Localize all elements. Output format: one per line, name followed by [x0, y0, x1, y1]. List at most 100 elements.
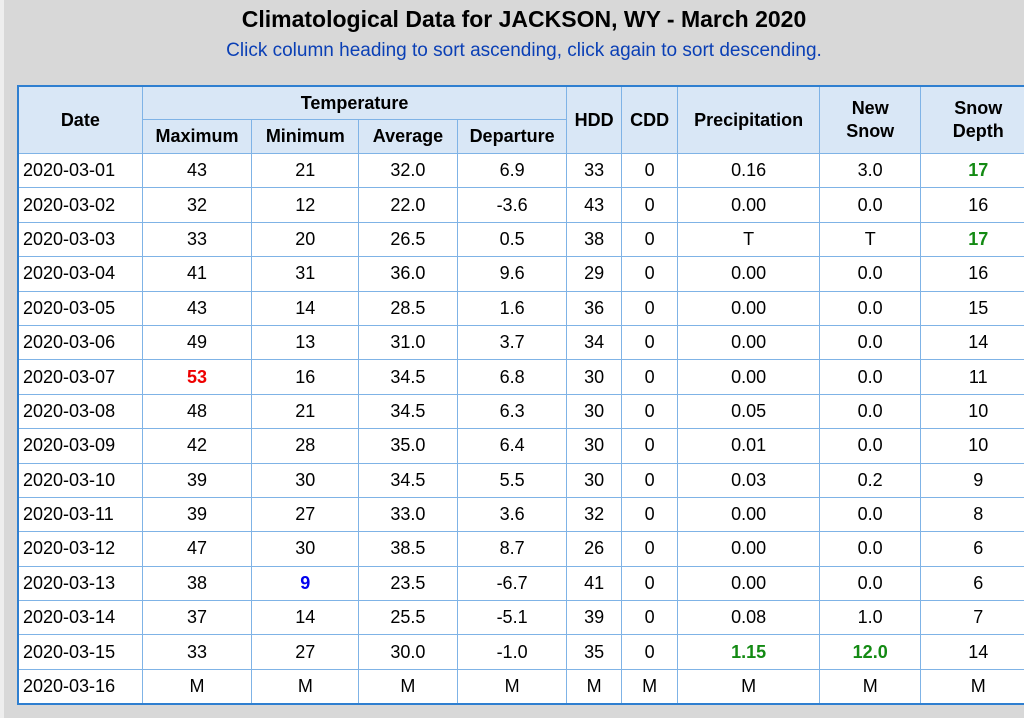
departure-cell: -6.7 — [456, 565, 568, 602]
hdd-cell: 39 — [566, 600, 622, 636]
snow-depth-cell: 6 — [920, 565, 1024, 602]
minimum-cell: 21 — [251, 152, 360, 189]
hdd-cell: 30 — [566, 393, 622, 430]
date-cell: 2020-03-16 — [17, 668, 143, 705]
precipitation-cell: 0.00 — [677, 256, 820, 292]
cdd-cell: 0 — [620, 496, 679, 533]
column-header-new-snow[interactable]: New Snow — [818, 85, 922, 154]
column-header-snow-depth[interactable]: Snow Depth — [920, 85, 1024, 154]
minimum-cell: 27 — [251, 496, 360, 533]
precipitation-cell: 0.05 — [677, 393, 820, 430]
table-body: 2020-03-01 43 21 32.0 6.9 33 0 0.16 3.0 17 2020-03… — [17, 152, 1024, 705]
date-cell: 2020-03-05 — [17, 290, 143, 326]
table-row: 2020-03-02 32 12 22.0 -3.6 43 0 0.00 0.0 16 — [17, 187, 1024, 223]
column-header-cdd[interactable]: CDD — [620, 85, 679, 154]
average-cell: 36.0 — [358, 256, 458, 292]
new-snow-cell: 0.0 — [818, 496, 922, 533]
cdd-cell: 0 — [620, 393, 679, 430]
departure-cell: 9.6 — [456, 256, 568, 292]
column-header-minimum[interactable]: Minimum — [251, 119, 360, 154]
maximum-cell: 39 — [141, 496, 253, 533]
precipitation-cell: 0.16 — [677, 152, 820, 189]
departure-cell: 6.9 — [456, 152, 568, 189]
table-row: 2020-03-01 43 21 32.0 6.9 33 0 0.16 3.0 17 — [17, 152, 1024, 189]
average-cell: 35.0 — [358, 428, 458, 464]
date-cell: 2020-03-10 — [17, 462, 143, 498]
snow-depth-cell: 14 — [920, 324, 1024, 361]
column-header-departure[interactable]: Departure — [456, 119, 568, 154]
snow-depth-cell: 11 — [920, 359, 1024, 395]
maximum-cell: 33 — [141, 221, 253, 258]
new-snow-cell: M — [818, 668, 922, 705]
minimum-cell: 14 — [251, 290, 360, 326]
departure-cell: -3.6 — [456, 187, 568, 223]
snow-depth-label-line2: Depth — [952, 121, 1004, 141]
cdd-cell: 0 — [620, 531, 679, 567]
average-cell: 32.0 — [358, 152, 458, 189]
maximum-cell: 43 — [141, 290, 253, 326]
minimum-cell: 28 — [251, 428, 360, 464]
precipitation-cell: 0.00 — [677, 496, 820, 533]
column-header-precipitation[interactable]: Precipitation — [677, 85, 820, 154]
date-cell: 2020-03-03 — [17, 221, 143, 258]
departure-cell: 6.3 — [456, 393, 568, 430]
hdd-cell: 34 — [566, 324, 622, 361]
minimum-cell: 14 — [251, 600, 360, 636]
hdd-cell: 32 — [566, 496, 622, 533]
hdd-cell: 38 — [566, 221, 622, 258]
cdd-cell: 0 — [620, 634, 679, 670]
snow-depth-cell: 15 — [920, 290, 1024, 326]
cdd-cell: 0 — [620, 565, 679, 602]
hdd-cell: M — [566, 668, 622, 705]
climate-data-table: Date Temperature HDD CDD Precipitation N… — [17, 85, 1024, 706]
new-snow-cell: 0.0 — [818, 565, 922, 602]
maximum-cell: 38 — [141, 565, 253, 602]
date-cell: 2020-03-15 — [17, 634, 143, 670]
snow-depth-cell: 9 — [920, 462, 1024, 498]
snow-depth-cell: 6 — [920, 531, 1024, 567]
precipitation-cell: 0.00 — [677, 324, 820, 361]
new-snow-cell: 1.0 — [818, 600, 922, 636]
departure-cell: -1.0 — [456, 634, 568, 670]
new-snow-cell: 0.0 — [818, 359, 922, 395]
hdd-cell: 43 — [566, 187, 622, 223]
departure-cell: 8.7 — [456, 531, 568, 567]
cdd-cell: 0 — [620, 256, 679, 292]
average-cell: 23.5 — [358, 565, 458, 602]
departure-cell: 3.6 — [456, 496, 568, 533]
departure-cell: 0.5 — [456, 221, 568, 258]
snow-depth-cell: M — [920, 668, 1024, 705]
table-row: 2020-03-15 33 27 30.0 -1.0 35 0 1.15 12.0 14 — [17, 634, 1024, 670]
column-group-temperature: Temperature — [141, 85, 568, 120]
new-snow-cell: 0.0 — [818, 256, 922, 292]
table-row: 2020-03-04 41 31 36.0 9.6 29 0 0.00 0.0 16 — [17, 256, 1024, 292]
precipitation-cell: 0.00 — [677, 187, 820, 223]
column-header-maximum[interactable]: Maximum — [141, 119, 253, 154]
departure-cell: 5.5 — [456, 462, 568, 498]
table-row: 2020-03-16 M M M M M M M M M — [17, 668, 1024, 705]
new-snow-cell: 0.0 — [818, 428, 922, 464]
average-cell: 25.5 — [358, 600, 458, 636]
minimum-cell: 9 — [251, 565, 360, 602]
precipitation-cell: 1.15 — [677, 634, 820, 670]
precipitation-cell: M — [677, 668, 820, 705]
departure-cell: 1.6 — [456, 290, 568, 326]
snow-depth-cell: 10 — [920, 393, 1024, 430]
hdd-cell: 41 — [566, 565, 622, 602]
minimum-cell: 27 — [251, 634, 360, 670]
maximum-cell: 33 — [141, 634, 253, 670]
minimum-cell: 12 — [251, 187, 360, 223]
maximum-cell: 49 — [141, 324, 253, 361]
average-cell: 33.0 — [358, 496, 458, 533]
departure-cell: -5.1 — [456, 600, 568, 636]
column-header-average[interactable]: Average — [358, 119, 458, 154]
table-row: 2020-03-03 33 20 26.5 0.5 38 0 T T 17 — [17, 221, 1024, 258]
maximum-cell: 41 — [141, 256, 253, 292]
column-header-date[interactable]: Date — [17, 85, 143, 154]
sort-instructions: Click column heading to sort ascending, … — [226, 40, 822, 61]
snow-depth-cell: 17 — [920, 152, 1024, 189]
cdd-cell: 0 — [620, 324, 679, 361]
maximum-cell: M — [141, 668, 253, 705]
table-row: 2020-03-09 42 28 35.0 6.4 30 0 0.01 0.0 10 — [17, 428, 1024, 464]
column-header-hdd[interactable]: HDD — [566, 85, 622, 154]
